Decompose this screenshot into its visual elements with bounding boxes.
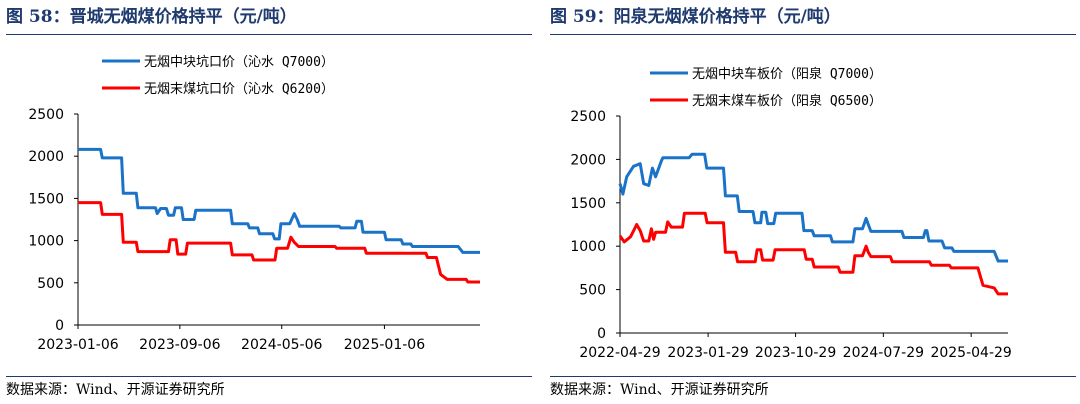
legend-label: 无烟中块坑口价（沁水 Q7000） xyxy=(144,55,334,70)
series-line-2 xyxy=(618,211,1008,296)
x-tick-label: 2025-04-29 xyxy=(930,345,1011,361)
y-tick-label: 2000 xyxy=(570,152,606,168)
legend-label: 无烟中块车板价（阳泉 Q7000） xyxy=(692,66,882,82)
source-note: 数据来源：Wind、开源证券研究所 xyxy=(6,382,225,398)
x-tick-label: 2023-10-29 xyxy=(755,345,836,361)
x-tick-label: 2023-01-06 xyxy=(37,337,118,353)
legend-label: 无烟末煤坑口价（沁水 Q6200） xyxy=(144,82,334,97)
series-line-2 xyxy=(78,201,480,284)
source-note: 数据来源：Wind、开源证券研究所 xyxy=(550,382,769,398)
title-divider xyxy=(550,34,1076,35)
figure-59-panel: 图 59：阳泉无烟煤价格持平（元/吨） 0 500 1000 1500 2000 2500… xyxy=(544,0,1080,404)
y-tick-label: 1500 xyxy=(570,196,606,212)
y-tick-label: 500 xyxy=(579,283,606,299)
figure-58-panel: 图 58：晋城无烟煤价格持平（元/吨） 0 500 1000 1500 2000 2500… xyxy=(0,0,536,404)
title-divider xyxy=(6,34,532,35)
y-tick-label: 2000 xyxy=(28,149,64,165)
y-tick-label: 500 xyxy=(37,276,64,292)
legend-label: 无烟末煤车板价（阳泉 Q6500） xyxy=(692,93,882,109)
source-divider xyxy=(6,376,532,377)
line-chart-yangquan: 0 500 1000 1500 2000 2500 2022-04-29 2023-01-29… xyxy=(570,66,1011,361)
y-tick-label: 1500 xyxy=(28,191,64,207)
x-tick-label: 2023-01-29 xyxy=(667,345,748,361)
x-tick-label: 2024-05-06 xyxy=(241,337,322,353)
y-tick-label: 2500 xyxy=(28,107,64,123)
x-tick-label: 2025-01-06 xyxy=(344,337,425,353)
y-tick-label: 1000 xyxy=(570,239,606,255)
series-line-1 xyxy=(618,152,1008,263)
x-tick-label: 2024-07-29 xyxy=(843,345,924,361)
figure-title: 图 59：阳泉无烟煤价格持平（元/吨） xyxy=(550,7,841,27)
line-chart-jincheng: 0 500 1000 1500 2000 2500 2023-01-06 2023-09-06… xyxy=(28,55,480,353)
series-line-1 xyxy=(78,147,480,254)
y-tick-label: 0 xyxy=(597,326,606,342)
x-tick-label: 2023-09-06 xyxy=(139,337,220,353)
y-tick-label: 1000 xyxy=(28,234,64,250)
source-divider xyxy=(550,376,1076,377)
y-tick-label: 2500 xyxy=(570,109,606,125)
figure-title: 图 58：晋城无烟煤价格持平（元/吨） xyxy=(6,7,297,27)
y-tick-label: 0 xyxy=(55,318,64,334)
x-tick-label: 2022-04-29 xyxy=(579,345,660,361)
